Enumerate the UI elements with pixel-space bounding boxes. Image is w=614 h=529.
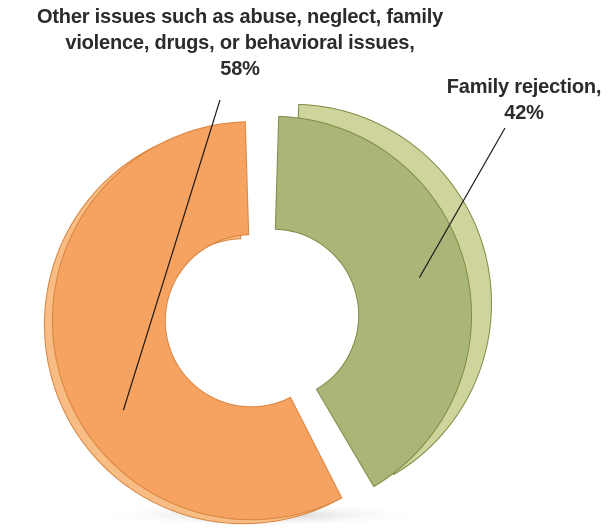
slice-family — [274, 115, 472, 488]
slice-other — [51, 121, 343, 521]
slice-label-family-percent: 42% — [504, 102, 544, 124]
slice-label-other-line-1: Other issues such as abuse, neglect, fam… — [36, 6, 443, 28]
slice-label-other-line-2: violence, drugs, or behavioral issues, — [65, 32, 415, 54]
slice-label-other: Other issues such as abuse, neglect, fam… — [4, 4, 476, 82]
slice-label-family: Family rejection, 42% — [436, 74, 612, 126]
slice-label-other-percent: 58% — [220, 58, 260, 80]
leader-line-family — [418, 127, 506, 278]
slice-label-family-line-1: Family rejection, — [446, 76, 602, 98]
leader-line-other — [122, 99, 221, 411]
